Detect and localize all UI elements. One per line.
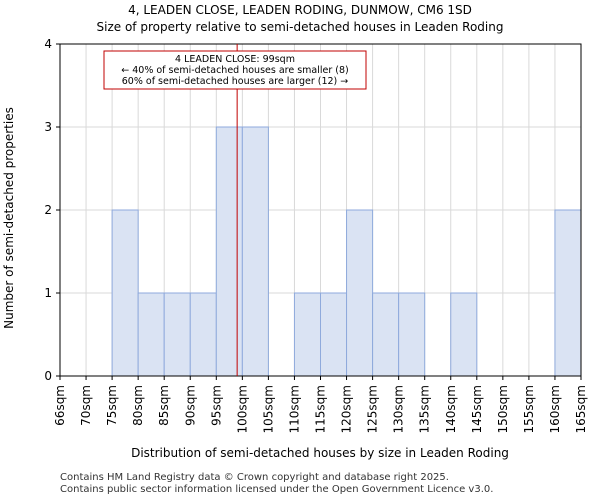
- bar: [450, 292, 478, 377]
- axes: 0 1 2 3 4 66sqm 70sqm 75sqm 80sqm 85sqm 90sqm 95sqm…: [44, 37, 588, 433]
- chart-title: 4, LEADEN CLOSE, LEADEN RODING, DUNMOW, …: [128, 3, 472, 17]
- bar: [293, 292, 322, 377]
- y-axis-label: Number of semi-detached properties: [2, 107, 16, 329]
- x-tick-label: 125sqm: [366, 385, 380, 433]
- bar: [111, 209, 139, 377]
- x-tick-label: 120sqm: [340, 385, 354, 433]
- y-tick-label: 2: [44, 203, 52, 217]
- x-tick-label: 95sqm: [209, 385, 223, 426]
- x-tick-label: 115sqm: [314, 385, 328, 433]
- y-tick-label: 0: [44, 369, 52, 383]
- bar: [189, 292, 217, 377]
- bar: [241, 126, 269, 377]
- annotation-larger: 60% of semi-detached houses are larger (…: [122, 76, 349, 87]
- x-tick-label: 90sqm: [183, 385, 197, 426]
- x-tick-label: 150sqm: [496, 385, 510, 433]
- x-tick-label: 140sqm: [444, 385, 458, 433]
- x-tick-label: 130sqm: [392, 385, 406, 433]
- chart-subtitle: Size of property relative to semi-detach…: [97, 20, 504, 34]
- x-tick-label: 100sqm: [235, 385, 249, 433]
- x-tick-label: 165sqm: [574, 385, 588, 433]
- footer-licence: Contains public sector information licen…: [60, 484, 494, 495]
- x-tick-label: 155sqm: [522, 385, 536, 433]
- bar: [163, 292, 191, 377]
- bar: [215, 126, 243, 377]
- annotation-box: [103, 50, 367, 90]
- x-tick-label: 105sqm: [261, 385, 275, 433]
- annotation-smaller: ← 40% of semi-detached houses are smalle…: [121, 65, 349, 76]
- x-tick-label: 70sqm: [79, 385, 93, 426]
- bar: [320, 292, 348, 377]
- footer-copyright: Contains HM Land Registry data © Crown c…: [60, 472, 449, 483]
- x-tick-label: 80sqm: [131, 385, 145, 426]
- bar: [372, 292, 400, 377]
- x-tick-label: 66sqm: [53, 385, 67, 426]
- y-tick-label: 3: [44, 120, 52, 134]
- bars: [111, 126, 582, 377]
- property-marker: 4 LEADEN CLOSE: 99sqm← 40% of semi-detac…: [103, 44, 367, 376]
- x-axis-label: Distribution of semi-detached houses by …: [131, 446, 509, 460]
- x-tick-label: 135sqm: [418, 385, 432, 433]
- bar: [554, 209, 582, 377]
- x-tick-label: 110sqm: [287, 385, 301, 433]
- annotation-title: 4 LEADEN CLOSE: 99sqm: [175, 54, 295, 65]
- bar: [398, 292, 426, 377]
- x-tick-label: 145sqm: [470, 385, 484, 433]
- y-tick-label: 1: [44, 286, 52, 300]
- bar: [137, 292, 165, 377]
- y-tick-label: 4: [44, 37, 52, 51]
- x-tick-label: 75sqm: [105, 385, 119, 426]
- x-tick-label: 85sqm: [157, 385, 171, 426]
- bar: [346, 209, 374, 377]
- x-tick-label: 160sqm: [548, 385, 562, 433]
